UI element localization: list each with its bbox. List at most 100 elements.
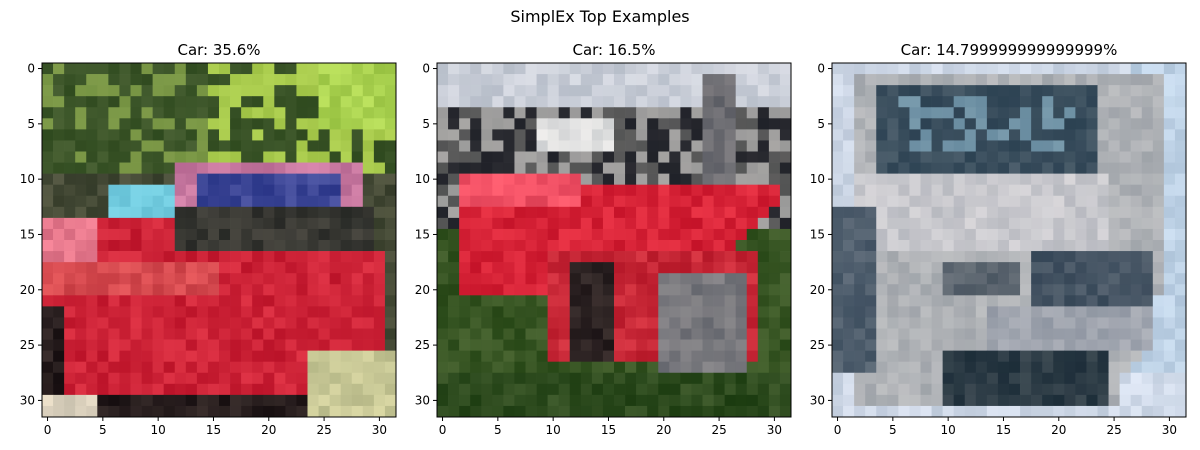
image-pixel <box>713 129 725 141</box>
image-pixel <box>1020 206 1032 219</box>
image-pixel <box>296 317 308 329</box>
image-pixel <box>329 328 342 340</box>
image-pixel <box>108 339 120 351</box>
image-pixel <box>680 306 692 318</box>
image-pixel <box>307 383 319 396</box>
image-pixel <box>274 251 286 263</box>
image-pixel <box>340 317 353 329</box>
image-pixel <box>1163 262 1176 274</box>
image-pixel <box>53 74 65 86</box>
image-pixel <box>986 262 999 274</box>
image-pixel <box>1009 151 1021 163</box>
image-pixel <box>185 306 198 318</box>
image-pixel <box>942 284 955 296</box>
image-pixel <box>163 151 176 163</box>
image-pixel <box>252 240 264 252</box>
image-pixel <box>318 96 330 108</box>
image-pixel <box>86 74 98 86</box>
image-pixel <box>1108 405 1120 418</box>
image-pixel <box>1108 140 1120 152</box>
image-pixel <box>252 217 264 230</box>
image-pixel <box>558 162 571 174</box>
image-pixel <box>854 383 866 396</box>
image-pixel <box>920 63 932 75</box>
image-pixel <box>898 306 910 318</box>
image-pixel <box>362 129 375 141</box>
image-pixel <box>1163 372 1176 385</box>
image-pixel <box>724 251 737 263</box>
image-pixel <box>108 140 120 152</box>
image-pixel <box>843 151 855 163</box>
image-pixel <box>274 295 286 307</box>
image-pixel <box>757 96 770 108</box>
image-pixel <box>53 173 65 186</box>
image-pixel <box>909 118 921 130</box>
image-pixel <box>779 217 792 230</box>
image-pixel <box>1009 394 1021 407</box>
image-pixel <box>307 262 319 274</box>
image-pixel <box>152 306 165 318</box>
image-pixel <box>219 350 231 363</box>
image-pixel <box>1108 151 1120 163</box>
image-pixel <box>898 284 910 296</box>
image-pixel <box>285 173 297 186</box>
image-pixel <box>843 129 855 141</box>
image-pixel <box>174 372 187 385</box>
image-pixel <box>481 317 493 329</box>
image-pixel <box>832 394 844 407</box>
image-pixel <box>854 129 866 141</box>
image-pixel <box>525 151 537 163</box>
image-pixel <box>898 118 910 130</box>
image-pixel <box>241 118 253 130</box>
image-pixel <box>481 85 493 97</box>
image-pixel <box>602 107 615 119</box>
image-pixel <box>1042 85 1054 97</box>
image-pixel <box>1086 173 1098 186</box>
image-pixel <box>97 405 109 418</box>
image-pixel <box>252 328 264 340</box>
image-pixel <box>252 295 264 307</box>
image-pixel <box>724 173 737 186</box>
image-pixel <box>843 284 855 296</box>
image-pixel <box>263 107 275 119</box>
image-pixel <box>130 195 142 208</box>
image-pixel <box>1119 383 1132 396</box>
image-pixel <box>876 251 888 263</box>
image-pixel <box>53 184 65 197</box>
image-pixel <box>1152 96 1165 108</box>
y-tick-label: 25 <box>415 338 430 352</box>
image-pixel <box>53 383 65 396</box>
image-pixel <box>713 107 725 119</box>
image-pixel <box>42 228 54 241</box>
image-pixel <box>1009 129 1021 141</box>
image-pixel <box>1174 63 1187 75</box>
image-pixel <box>1020 228 1032 241</box>
image-pixel <box>909 228 921 241</box>
image-pixel <box>1009 295 1021 307</box>
image-pixel <box>86 383 98 396</box>
image-pixel <box>1130 339 1143 351</box>
image-pixel <box>547 195 560 208</box>
image-pixel <box>263 405 275 418</box>
image-pixel <box>887 394 899 407</box>
image-pixel <box>669 151 681 163</box>
image-pixel <box>569 240 582 252</box>
image-pixel <box>141 284 153 296</box>
image-pixel <box>119 262 131 274</box>
image-pixel <box>558 96 571 108</box>
image-pixel <box>757 295 770 307</box>
x-tick-label: 0 <box>439 423 447 437</box>
image-pixel <box>1130 306 1143 318</box>
image-pixel <box>558 405 571 418</box>
image-pixel <box>152 173 165 186</box>
image-pixel <box>64 372 76 385</box>
image-pixel <box>602 151 615 163</box>
image-pixel <box>602 328 615 340</box>
image-pixel <box>503 74 515 86</box>
image-pixel <box>865 394 877 407</box>
image-pixel <box>97 85 109 97</box>
image-pixel <box>591 151 604 163</box>
image-pixel <box>1009 140 1021 152</box>
image-pixel <box>130 228 142 241</box>
image-pixel <box>536 251 548 263</box>
